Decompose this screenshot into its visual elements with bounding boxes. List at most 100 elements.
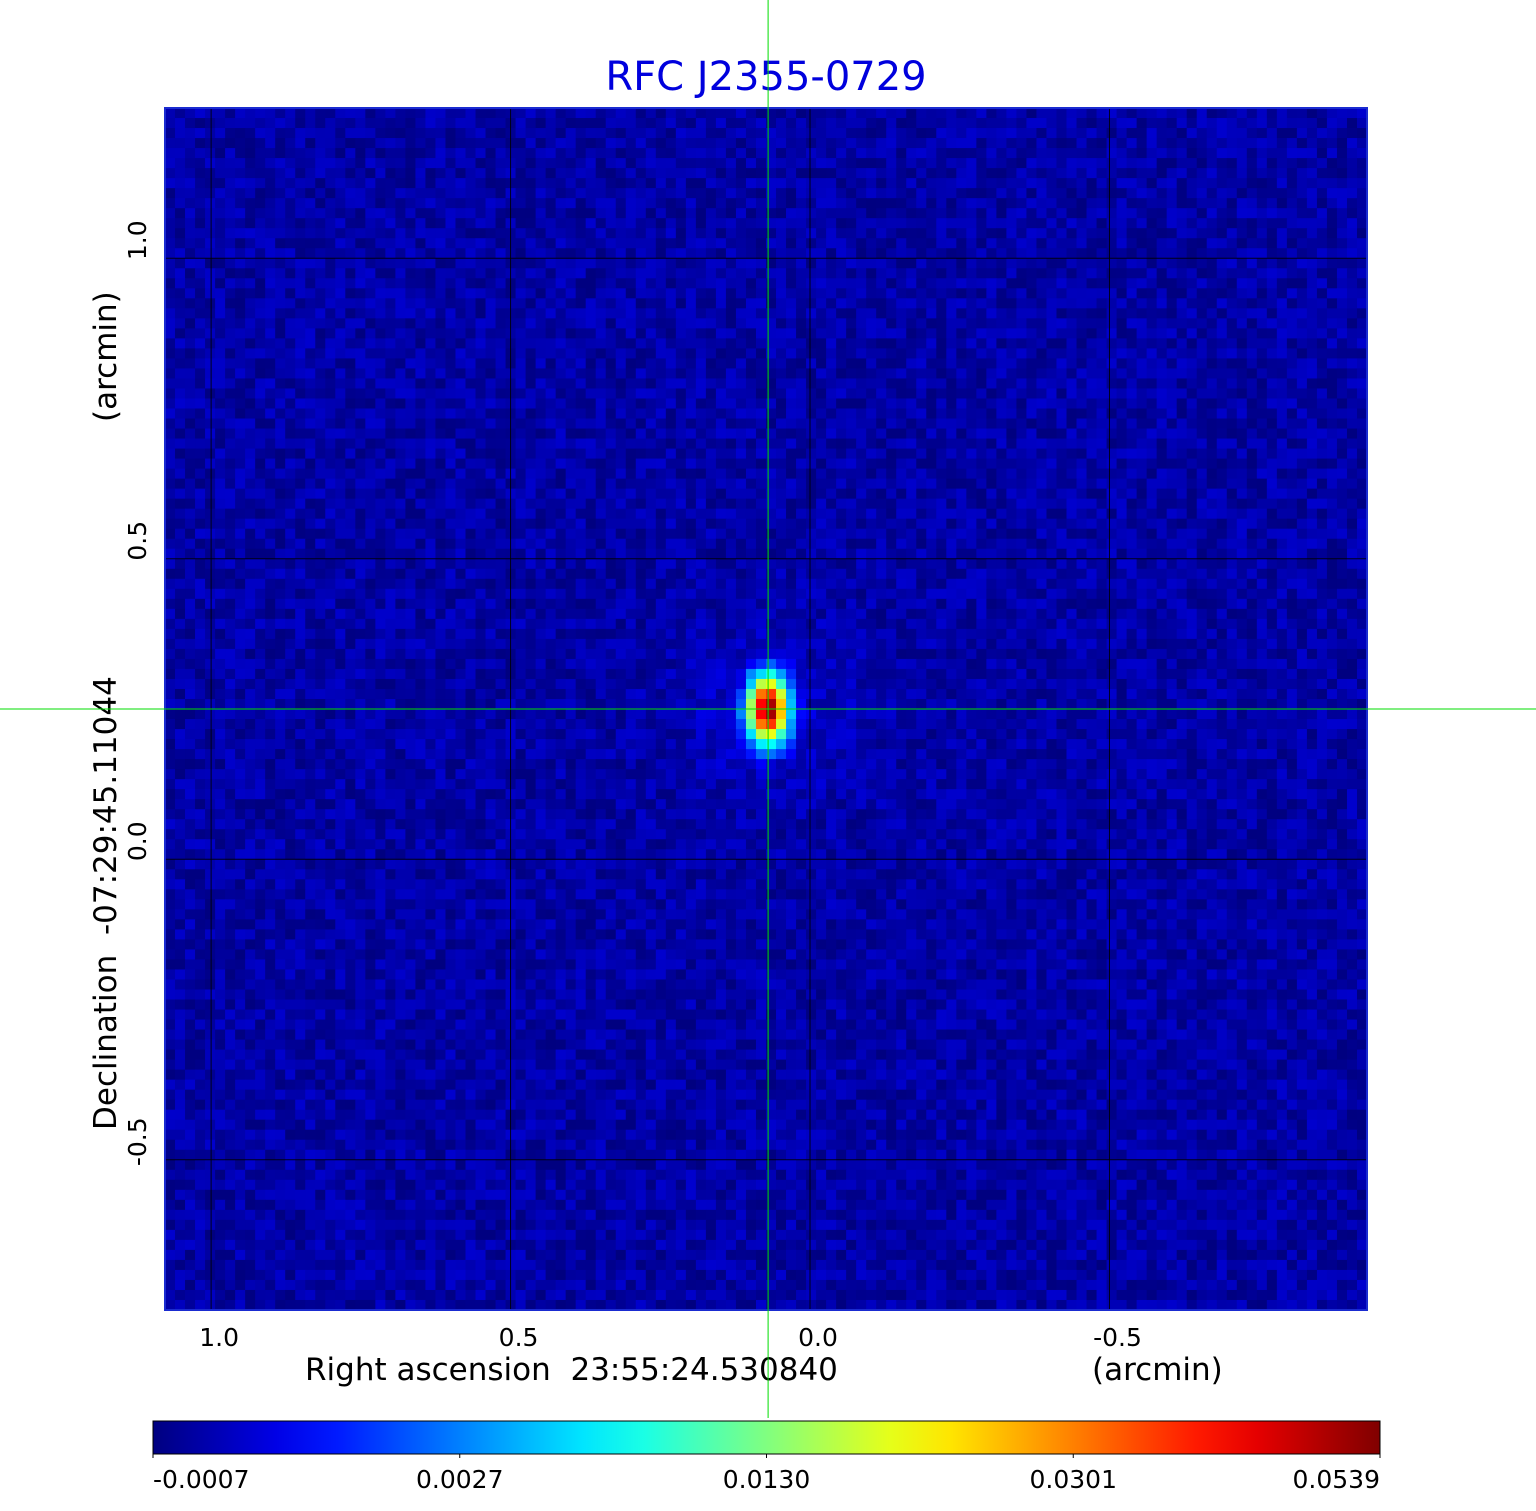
heatmap-pixel [405,228,417,239]
heatmap-pixel [1236,338,1248,349]
heatmap-pixel [325,378,336,390]
heatmap-pixel [1076,298,1088,309]
heatmap-pixel [385,338,396,349]
heatmap-pixel [956,448,967,460]
heatmap-pixel [475,398,487,410]
heatmap-pixel [715,458,727,470]
heatmap-pixel [605,278,617,289]
heatmap-pixel [385,518,396,530]
heatmap-pixel [165,498,176,510]
heatmap-pixel [395,468,406,480]
heatmap-pixel [1096,138,1108,149]
heatmap-pixel [1016,148,1028,159]
heatmap-pixel [1296,498,1308,510]
heatmap-pixel [585,128,597,139]
heatmap-pixel [415,398,427,410]
heatmap-pixel [515,318,527,329]
heatmap-pixel [425,178,437,189]
heatmap-pixel [745,448,757,460]
heatmap-pixel [295,438,306,450]
heatmap-pixel [735,308,747,319]
heatmap-pixel [1196,388,1208,400]
heatmap-pixel [555,118,567,129]
heatmap-pixel [415,488,427,500]
heatmap-pixel [1196,138,1208,149]
heatmap-pixel [1216,498,1228,510]
heatmap-pixel [1206,138,1218,149]
heatmap-pixel [936,158,947,169]
heatmap-pixel [355,138,366,149]
heatmap-pixel [635,198,647,209]
heatmap-pixel [1226,228,1238,239]
heatmap-pixel [1006,318,1018,329]
heatmap-pixel [615,248,627,259]
heatmap-pixel [1346,358,1358,370]
heatmap-pixel [1076,138,1088,149]
heatmap-pixel [695,428,707,440]
heatmap-pixel [535,188,547,199]
heatmap-pixel [1276,198,1288,209]
heatmap-pixel [175,208,186,219]
heatmap-pixel [856,328,867,339]
heatmap-pixel [485,418,497,430]
heatmap-pixel [735,358,747,370]
heatmap-pixel [796,388,807,400]
heatmap-pixel [605,298,617,309]
heatmap-pixel [846,248,857,259]
heatmap-pixel [1026,478,1038,490]
heatmap-pixel [185,468,196,480]
heatmap-pixel [1036,288,1048,299]
heatmap-pixel [766,178,777,189]
heatmap-pixel [1186,168,1198,179]
heatmap-pixel [1136,458,1148,470]
heatmap-pixel [1166,338,1178,349]
heatmap-pixel [695,178,707,189]
heatmap-pixel [1256,258,1268,269]
heatmap-pixel [1266,408,1278,420]
heatmap-pixel [806,298,817,309]
heatmap-pixel [495,378,507,390]
heatmap-pixel [1156,378,1168,390]
heatmap-pixel [515,228,527,239]
heatmap-pixel [1136,288,1148,299]
heatmap-pixel [695,368,707,380]
heatmap-pixel [1316,378,1328,390]
heatmap-pixel [876,258,887,269]
heatmap-pixel [685,288,697,299]
heatmap-pixel [175,518,186,530]
heatmap-pixel [235,508,246,520]
heatmap-pixel [235,398,246,410]
heatmap-pixel [685,138,697,149]
heatmap-pixel [755,258,767,269]
heatmap-pixel [1036,118,1048,129]
heatmap-pixel [355,148,366,159]
heatmap-pixel [725,108,737,119]
heatmap-pixel [846,238,857,249]
heatmap-pixel [575,418,587,430]
heatmap-pixel [1026,458,1038,470]
heatmap-pixel [335,448,346,460]
heatmap-pixel [595,468,607,480]
heatmap-pixel [1356,438,1368,450]
heatmap-pixel [185,348,196,360]
heatmap-pixel [1056,138,1068,149]
heatmap-pixel [205,168,216,179]
heatmap-pixel [876,318,887,329]
heatmap-pixel [1226,148,1238,159]
heatmap-pixel [315,508,326,520]
heatmap-pixel [1266,258,1278,269]
heatmap-pixel [1246,128,1258,139]
heatmap-pixel [345,348,356,360]
heatmap-pixel [705,178,717,189]
heatmap-pixel [1276,358,1288,370]
heatmap-pixel [185,228,196,239]
heatmap-pixel [846,378,857,390]
heatmap-pixel [725,468,737,480]
heatmap-pixel [1286,178,1298,189]
heatmap-pixel [1056,168,1068,179]
heatmap-pixel [856,378,867,390]
heatmap-pixel [365,368,376,380]
heatmap-pixel [305,288,316,299]
heatmap-pixel [1266,178,1278,189]
heatmap-pixel [1176,318,1188,329]
